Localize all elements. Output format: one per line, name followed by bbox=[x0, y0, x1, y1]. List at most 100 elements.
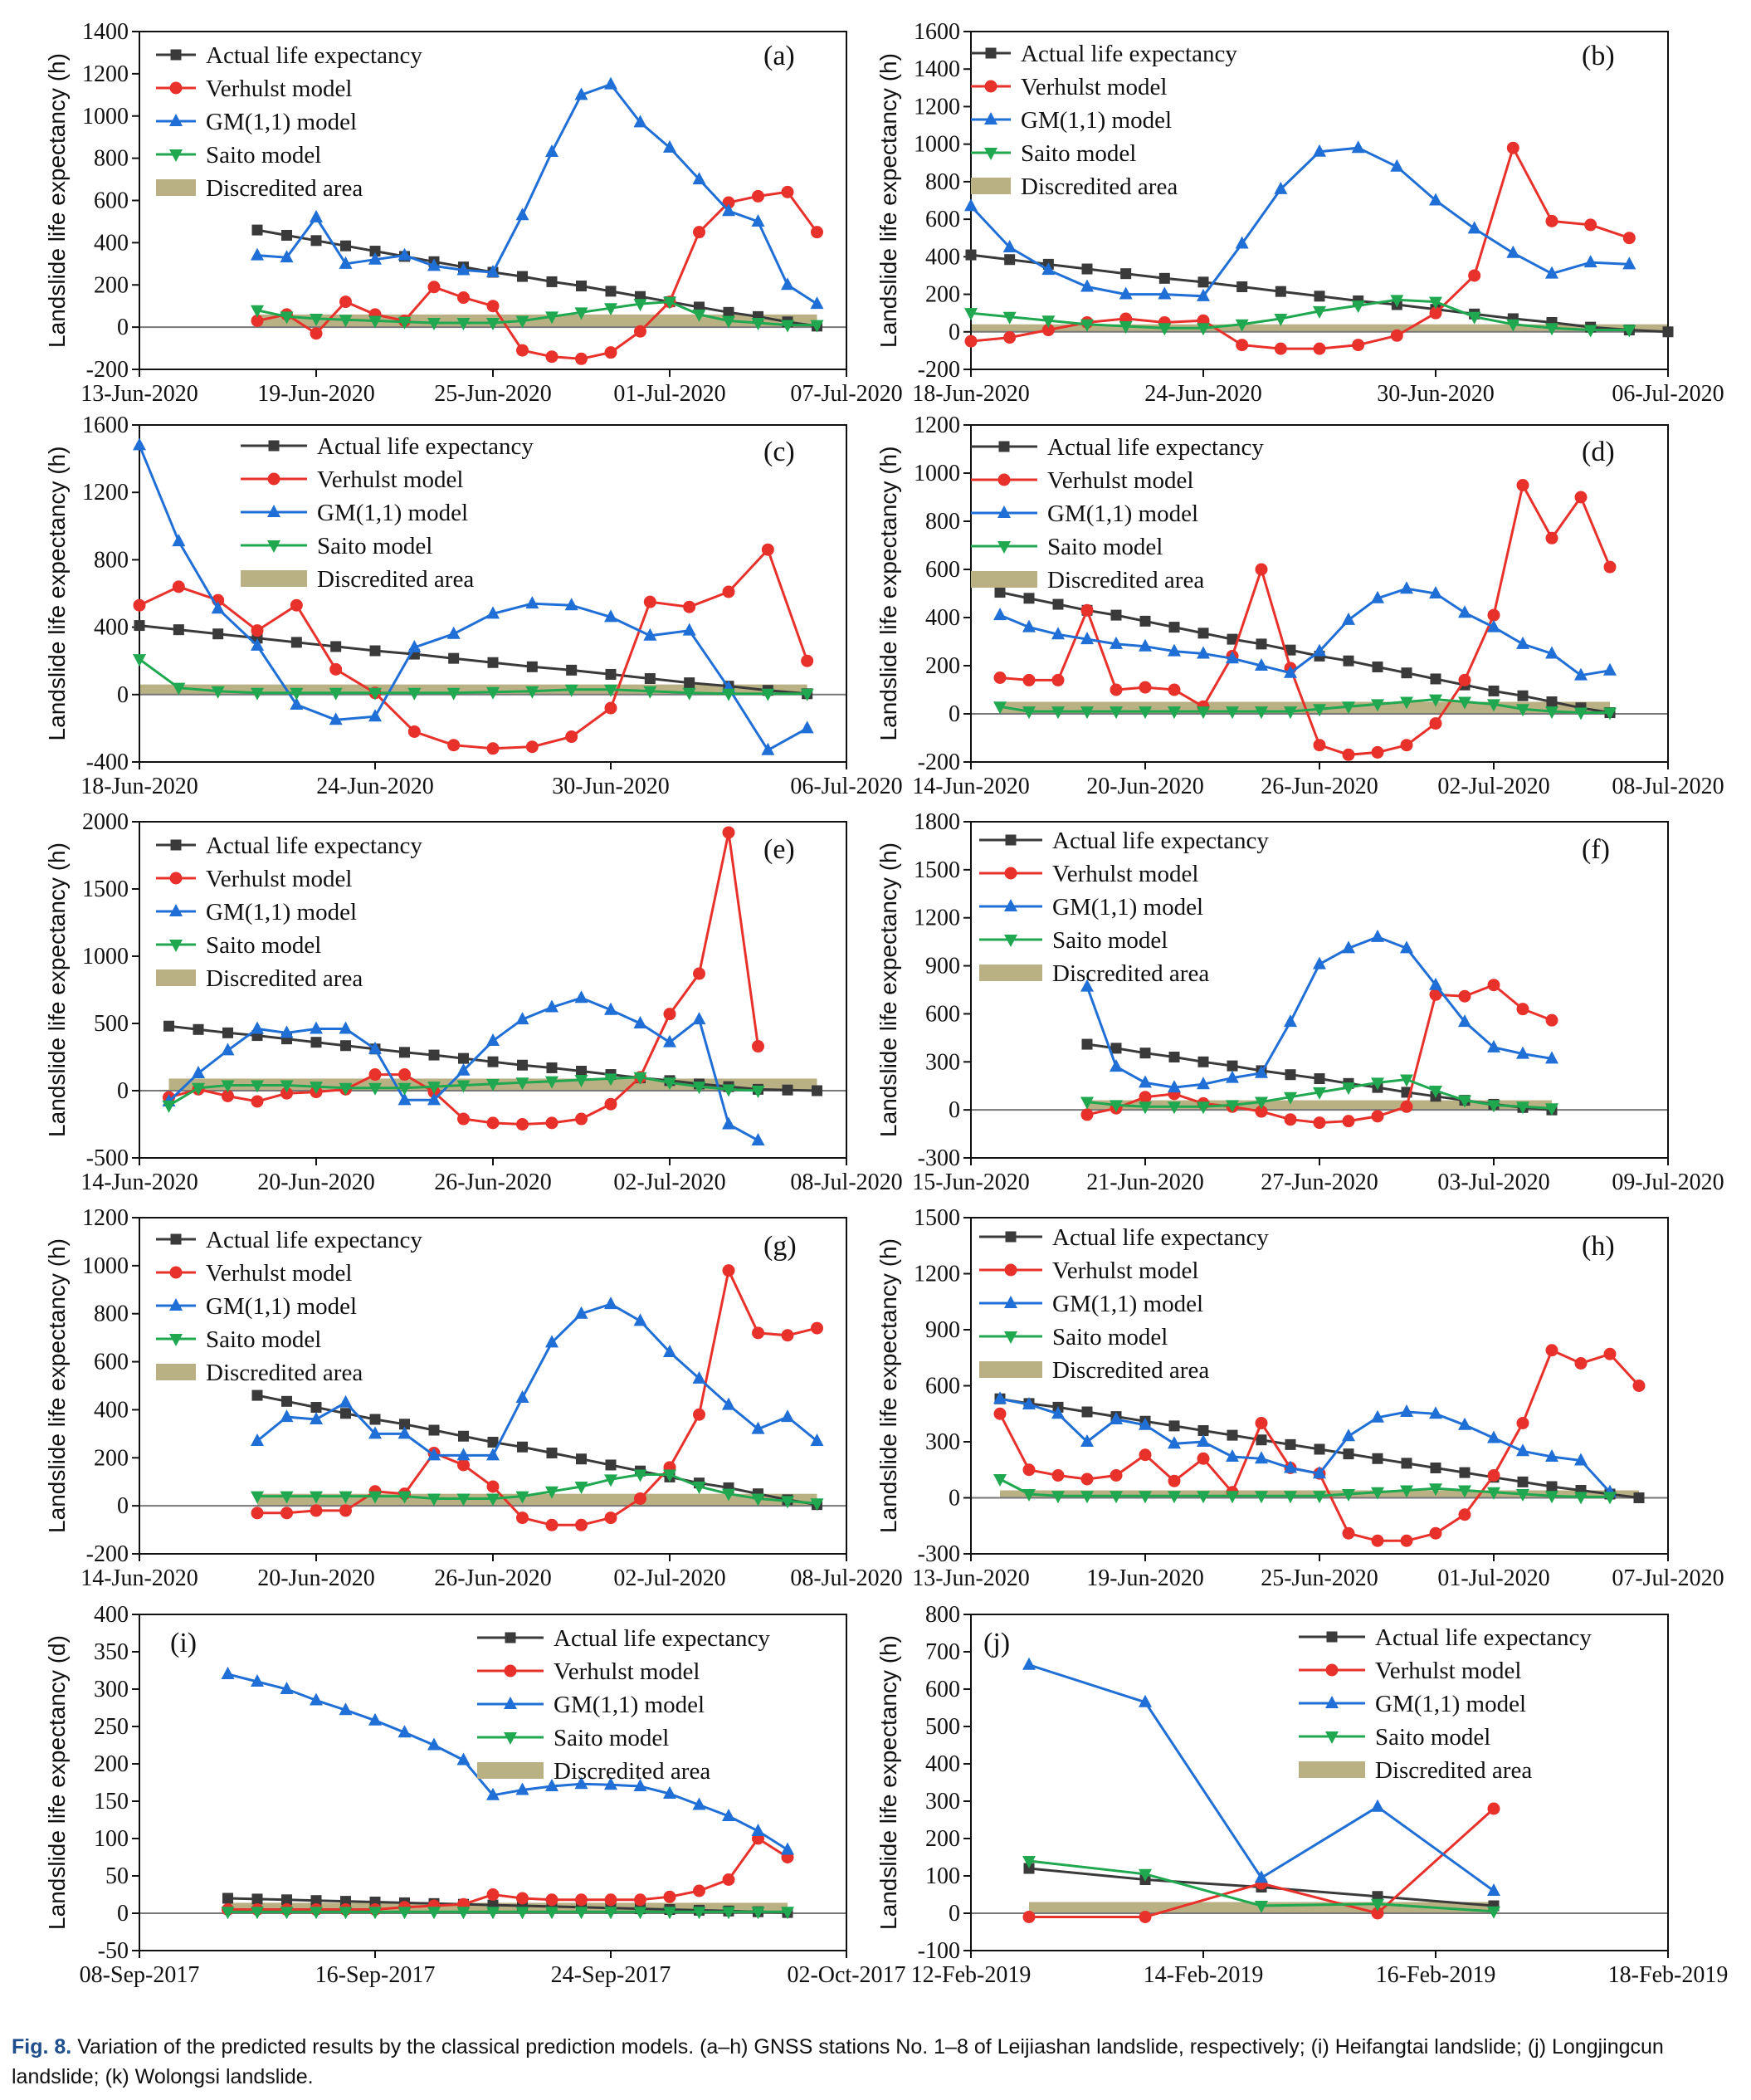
data-point-saito bbox=[251, 1907, 264, 1920]
data-point-saito bbox=[722, 688, 735, 701]
data-point-saito bbox=[1487, 1487, 1500, 1500]
data-point-saito bbox=[692, 309, 706, 322]
data-point-gm bbox=[456, 262, 471, 276]
data-point-saito bbox=[456, 1080, 471, 1093]
x-tick-label: 02-Jul-2020 bbox=[1437, 774, 1549, 799]
data-point-verhulst bbox=[604, 1512, 617, 1525]
y-tick-label: 800 bbox=[94, 146, 129, 172]
y-tick-label: 2000 bbox=[82, 809, 129, 835]
data-point-gm bbox=[1574, 667, 1588, 681]
legend-label: Discredited area bbox=[1375, 1757, 1532, 1784]
data-point-gm bbox=[1342, 612, 1355, 625]
data-point-saito bbox=[545, 1486, 558, 1499]
data-point-saito bbox=[162, 1100, 176, 1113]
data-point-verhulst bbox=[1390, 329, 1403, 342]
y-tick-label: 400 bbox=[94, 230, 129, 256]
data-point-gm bbox=[525, 596, 539, 609]
y-tick-label: 1500 bbox=[914, 1205, 960, 1231]
data-point-verhulst bbox=[643, 595, 656, 608]
data-point-actual bbox=[340, 1040, 351, 1052]
data-point-saito bbox=[574, 1075, 588, 1088]
data-point-gm bbox=[398, 1092, 412, 1106]
x-tick-label: 27-Jun-2020 bbox=[1261, 1170, 1378, 1195]
x-tick-label: 09-Jul-2020 bbox=[1612, 1170, 1724, 1195]
data-point-gm bbox=[1080, 979, 1094, 992]
legend: Actual life expectancy Verhulst model GM(1… bbox=[971, 41, 1237, 200]
data-point-verhulst bbox=[290, 598, 303, 612]
panel-label: (j) bbox=[983, 1628, 1010, 1658]
data-point-saito bbox=[1158, 323, 1172, 336]
legend-label: GM(1,1) model bbox=[206, 1293, 357, 1320]
data-point-gm bbox=[604, 76, 617, 90]
discredited-band bbox=[1087, 1100, 1552, 1111]
data-point-verhulst bbox=[604, 1893, 617, 1907]
data-point-actual bbox=[1236, 281, 1248, 293]
series-saito bbox=[251, 296, 824, 333]
data-point-saito bbox=[1516, 1489, 1529, 1502]
y-tick-label: 0 bbox=[117, 1078, 129, 1104]
data-point-saito bbox=[456, 1493, 471, 1507]
legend-label: GM(1,1) model bbox=[554, 1692, 705, 1718]
data-point-saito bbox=[751, 1493, 765, 1507]
data-point-gm bbox=[456, 1752, 471, 1765]
data-point-actual bbox=[1197, 628, 1209, 639]
data-point-saito bbox=[751, 1907, 765, 1920]
data-point-saito bbox=[1583, 325, 1597, 338]
legend-marker-saito bbox=[504, 1732, 517, 1745]
data-point-verhulst bbox=[1458, 1508, 1471, 1521]
data-point-saito bbox=[339, 315, 353, 328]
legend-label: Saito model bbox=[554, 1725, 669, 1751]
legend-marker-verhulst bbox=[997, 473, 1011, 486]
data-point-actual bbox=[1343, 1448, 1354, 1460]
data-point-verhulst bbox=[752, 1040, 764, 1053]
data-point-actual bbox=[576, 281, 587, 292]
data-point-saito bbox=[1390, 295, 1404, 308]
data-point-verhulst bbox=[722, 585, 735, 598]
data-point-saito bbox=[810, 320, 824, 333]
series-line-saito bbox=[139, 657, 807, 696]
data-point-gm bbox=[1226, 1070, 1239, 1083]
data-point-verhulst bbox=[1487, 1802, 1500, 1815]
data-point-actual bbox=[605, 286, 617, 297]
data-point-actual bbox=[1227, 1429, 1238, 1441]
x-tick-label: 12-Feb-2019 bbox=[911, 1962, 1032, 1988]
data-point-verhulst bbox=[1022, 1911, 1036, 1923]
data-point-actual bbox=[281, 1395, 292, 1407]
y-tick-label: 600 bbox=[925, 557, 960, 583]
x-tick-label: 26-Jun-2020 bbox=[434, 1565, 552, 1591]
data-point-gm bbox=[761, 742, 775, 755]
data-point-verhulst bbox=[1041, 324, 1055, 337]
data-point-saito bbox=[1516, 704, 1529, 717]
data-point-saito bbox=[280, 1491, 294, 1504]
data-point-verhulst bbox=[1255, 1417, 1268, 1429]
data-point-actual bbox=[399, 1419, 410, 1430]
series-gm bbox=[251, 76, 824, 310]
x-tick-label: 13-Jun-2020 bbox=[912, 1565, 1030, 1591]
legend-marker-verhulst bbox=[169, 81, 183, 95]
data-point-verhulst bbox=[1371, 745, 1384, 759]
data-point-gm bbox=[1255, 1451, 1268, 1464]
data-point-gm bbox=[781, 1842, 794, 1855]
data-point-saito bbox=[1080, 706, 1094, 720]
data-point-gm bbox=[1274, 181, 1288, 194]
data-point-saito bbox=[1002, 311, 1017, 325]
legend-marker-actual bbox=[170, 839, 182, 851]
x-tick-label: 24-Sep-2017 bbox=[551, 1962, 671, 1988]
y-tick-label: 1000 bbox=[914, 132, 960, 158]
series-actual bbox=[994, 1393, 1645, 1503]
data-point-gm bbox=[810, 1433, 824, 1447]
data-point-gm bbox=[545, 999, 558, 1013]
data-point-verhulst bbox=[663, 1008, 676, 1021]
series-line-gm bbox=[138, 444, 808, 752]
data-point-saito bbox=[1313, 704, 1326, 717]
legend-label: GM(1,1) model bbox=[1047, 501, 1198, 527]
data-point-actual bbox=[222, 1892, 233, 1904]
x-tick-label: 03-Jul-2020 bbox=[1437, 1170, 1549, 1195]
data-point-gm bbox=[1516, 636, 1529, 649]
data-point-gm bbox=[1545, 266, 1558, 279]
legend-marker-actual bbox=[268, 440, 280, 452]
chart-panel-a: -200 0 200 400 600 800 1000 1200 1400 13-Jun-2020… bbox=[44, 19, 903, 407]
data-point-saito bbox=[1197, 323, 1210, 336]
data-point-verhulst bbox=[1110, 1469, 1123, 1482]
data-point-verhulst bbox=[722, 196, 735, 209]
